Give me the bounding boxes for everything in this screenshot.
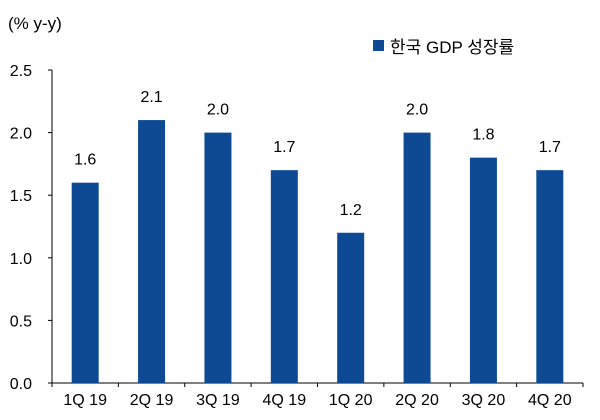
x-tick-label: 3Q 20 (462, 392, 506, 409)
bar (71, 182, 99, 383)
x-tick-label: 1Q 20 (329, 392, 373, 409)
bar (337, 232, 365, 383)
bar (270, 170, 298, 383)
x-tick-label: 1Q 19 (63, 392, 107, 409)
y-tick-label: 0.0 (10, 376, 32, 393)
y-tick-label: 2.0 (10, 126, 32, 143)
bar (469, 157, 497, 383)
bar (403, 132, 431, 383)
bar-value-label: 2.0 (406, 102, 428, 119)
x-tick-label: 4Q 19 (263, 392, 307, 409)
bar (204, 132, 232, 383)
legend-label: 한국 GDP 성장률 (390, 38, 515, 57)
legend-swatch (373, 40, 384, 51)
x-tick-label: 3Q 19 (196, 392, 240, 409)
y-tick-label: 1.5 (10, 188, 32, 205)
x-tick-label: 2Q 20 (395, 392, 439, 409)
x-tick-label: 4Q 20 (528, 392, 572, 409)
chart-legend: 한국 GDP 성장률 (373, 33, 514, 58)
bar (138, 120, 166, 383)
bar-value-label: 1.2 (340, 202, 362, 219)
bar-value-label: 1.7 (273, 139, 295, 156)
bar-value-label: 2.0 (207, 102, 229, 119)
bar-value-label: 2.1 (140, 89, 162, 106)
chart-bars (71, 120, 564, 383)
bar (536, 170, 564, 383)
y-tick-label: 2.5 (10, 63, 32, 80)
chart-labels: 1.6 1Q 19 2.1 2Q 19 2.0 3Q 19 1.7 4Q 19 1.2 1Q 20… (63, 89, 571, 409)
x-tick-label: 2Q 19 (130, 392, 174, 409)
y-axis-unit-label: (% y-y) (8, 14, 62, 33)
bar-value-label: 1.7 (539, 139, 561, 156)
bar-value-label: 1.8 (472, 127, 494, 144)
bar-value-label: 1.6 (74, 152, 96, 169)
y-tick-label: 1.0 (10, 251, 32, 268)
y-tick-label: 0.5 (10, 313, 32, 330)
